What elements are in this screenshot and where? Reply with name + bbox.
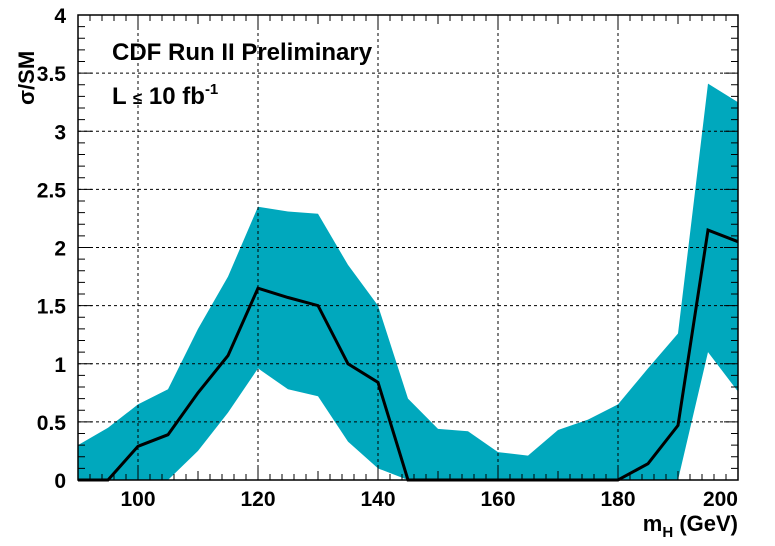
annotation-luminosity-le: ≤ (133, 89, 142, 108)
annotation-luminosity-prefix: L (112, 83, 133, 110)
x-tick-label: 120 (240, 488, 275, 511)
y-tick-label: 2 (54, 238, 66, 261)
y-tick-label: 2.5 (37, 179, 67, 202)
y-tick-label: 1 (54, 354, 66, 377)
x-axis-title-unit: (GeV) (673, 511, 738, 536)
y-axis-title: σ/SM (14, 51, 39, 105)
y-tick-labels: 0 0.5 1 1.5 2 2.5 3 3.5 4 (37, 5, 67, 493)
grid-layer (78, 15, 738, 480)
y-tick-label: 3.5 (37, 63, 67, 86)
x-tick-label: 140 (360, 488, 395, 511)
y-tick-label: 1.5 (37, 296, 67, 319)
x-tick-label: 160 (480, 488, 515, 511)
frame-layer (77, 14, 739, 481)
annotation-luminosity-value: 10 fb (142, 83, 205, 110)
y-tick-label: 4 (54, 5, 66, 28)
y-tick-label: 0.5 (37, 412, 67, 435)
annotation-luminosity: L ≤ 10 fb-1 (112, 81, 218, 110)
x-axis-title: mH (GeV) (643, 511, 738, 541)
error-band (78, 83, 738, 480)
annotation-luminosity-sup: -1 (205, 81, 218, 98)
x-tick-label: 180 (600, 488, 635, 511)
x-tick-label: 200 (703, 488, 738, 511)
y-tick-label: 3 (54, 121, 66, 144)
band-layer (78, 83, 738, 480)
x-tick-labels: 100 120 140 160 180 200 (120, 488, 738, 511)
x-axis-title-sub: H (662, 524, 673, 541)
y-tick-label: 0 (54, 470, 66, 493)
x-axis-title-main: m (643, 511, 663, 536)
x-tick-label: 100 (120, 488, 155, 511)
annotation-title: CDF Run II Preliminary (112, 39, 373, 66)
